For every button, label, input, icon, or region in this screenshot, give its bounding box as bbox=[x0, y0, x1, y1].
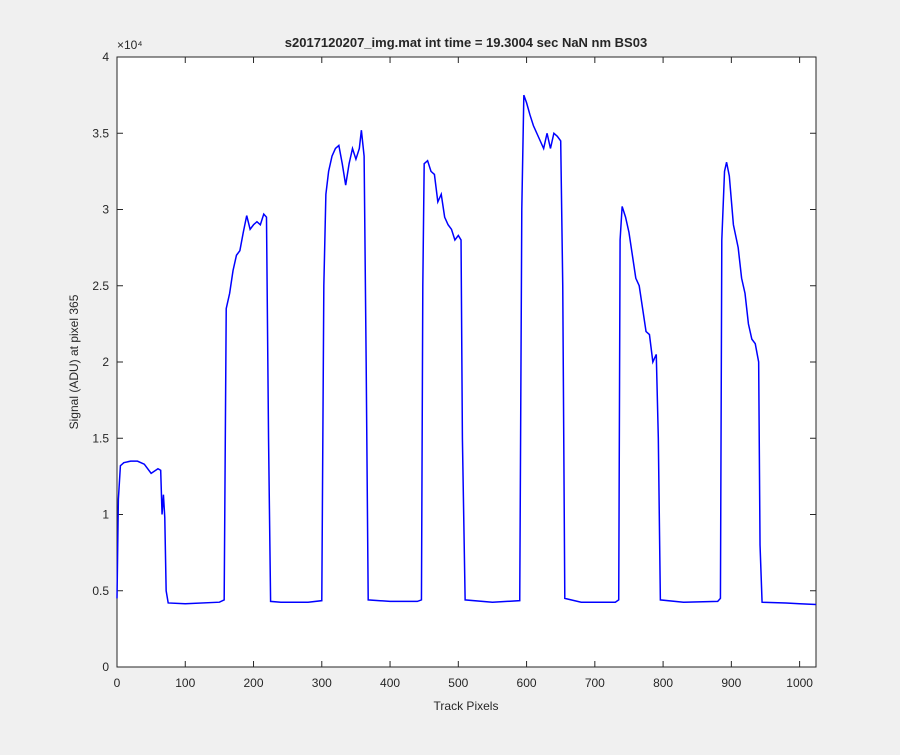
y-tick-label: 3 bbox=[102, 203, 109, 217]
y-tick-label: 0.5 bbox=[92, 584, 109, 598]
x-tick-label: 600 bbox=[517, 676, 537, 690]
y-tick-label: 4 bbox=[102, 50, 109, 64]
x-axis-label: Track Pixels bbox=[434, 699, 499, 713]
y-tick-label: 2.5 bbox=[92, 279, 109, 293]
x-tick-label: 700 bbox=[585, 676, 605, 690]
y-exponent-label: ×10⁴ bbox=[117, 38, 143, 52]
chart-title: s2017120207_img.mat int time = 19.3004 s… bbox=[285, 35, 647, 50]
plot-area bbox=[117, 57, 816, 667]
y-axis-label: Signal (ADU) at pixel 365 bbox=[67, 294, 81, 429]
data-line bbox=[116, 94, 817, 606]
x-tick-label: 0 bbox=[114, 676, 121, 690]
axes-box bbox=[116, 56, 817, 668]
x-tick-label: 100 bbox=[175, 676, 195, 690]
y-tick-label: 2 bbox=[102, 355, 109, 369]
x-tick-label: 300 bbox=[312, 676, 332, 690]
y-tick-label: 1.5 bbox=[92, 431, 109, 445]
x-tick-label: 200 bbox=[244, 676, 264, 690]
x-tick-label: 500 bbox=[448, 676, 468, 690]
y-tick-label: 1 bbox=[102, 508, 109, 522]
x-tick-label: 800 bbox=[653, 676, 673, 690]
x-tick-label: 900 bbox=[721, 676, 741, 690]
x-tick-label: 1000 bbox=[786, 676, 813, 690]
y-tick-label: 0 bbox=[102, 660, 109, 674]
y-tick-label: 3.5 bbox=[92, 126, 109, 140]
x-tick-label: 400 bbox=[380, 676, 400, 690]
